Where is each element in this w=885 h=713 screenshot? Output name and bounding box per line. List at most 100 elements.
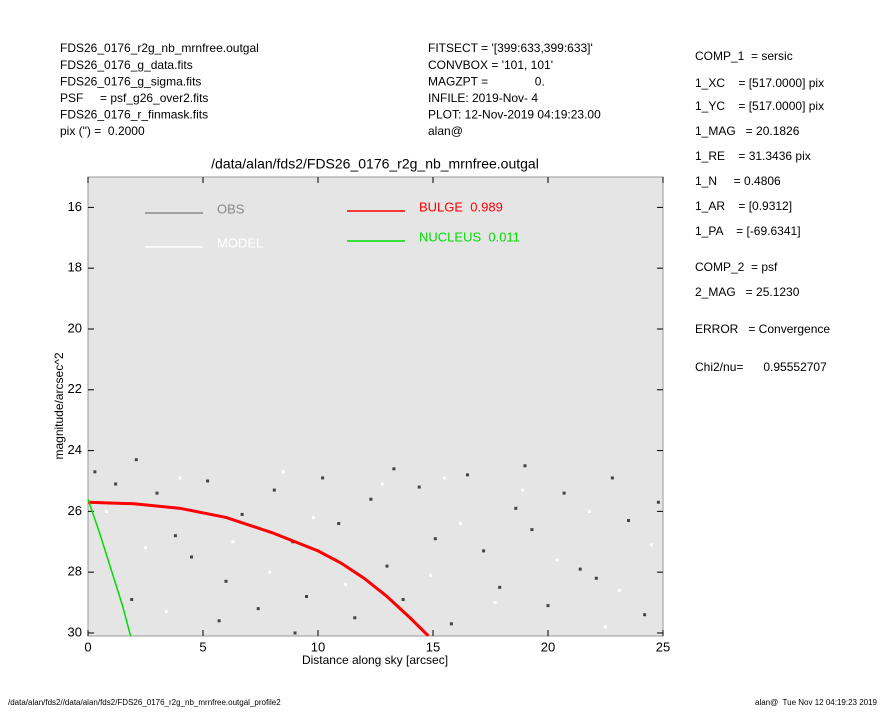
point bbox=[190, 555, 193, 559]
header-line: alan@ bbox=[428, 124, 463, 138]
plot-marks bbox=[88, 458, 660, 636]
point bbox=[272, 488, 276, 492]
point bbox=[401, 598, 405, 602]
chart-title: /data/alan/fds2/FDS26_0176_r2g_nb_mrnfre… bbox=[211, 156, 539, 172]
point bbox=[206, 479, 210, 483]
point bbox=[594, 576, 598, 580]
point bbox=[130, 598, 134, 602]
point bbox=[293, 631, 297, 635]
point bbox=[217, 619, 221, 623]
point bbox=[231, 540, 235, 544]
point bbox=[385, 564, 389, 568]
header-line: MAGZPT = 0. bbox=[428, 74, 545, 88]
point bbox=[353, 616, 357, 620]
x-tick-label: 15 bbox=[426, 639, 440, 654]
point bbox=[114, 482, 118, 486]
y-tick-label: 18 bbox=[68, 260, 82, 275]
plot-area bbox=[87, 176, 664, 637]
fit-result: 1_RE = 31.3436 pix bbox=[695, 149, 811, 163]
curve bbox=[88, 498, 132, 636]
point bbox=[392, 467, 396, 471]
fit-result: 1_MAG = 20.1826 bbox=[695, 124, 800, 138]
fit-result: 1_PA = [-69.6341] bbox=[695, 224, 801, 238]
fit-result: COMP_2 = psf bbox=[695, 260, 778, 274]
x-tick-label: 5 bbox=[199, 639, 206, 654]
header-line: PLOT: 12-Nov-2019 04:19:23.00 bbox=[428, 108, 601, 122]
point bbox=[562, 491, 566, 495]
point bbox=[610, 476, 614, 480]
header-line: FDS26_0176_r2g_nb_mrnfree.outgal bbox=[60, 41, 259, 55]
header-line: FITSECT = '[399:633,399:633]' bbox=[428, 41, 593, 55]
x-axis-label: Distance along sky [arcsec] bbox=[302, 653, 448, 667]
point bbox=[459, 522, 463, 526]
y-axis-label: magnitude/arcsec^2 bbox=[52, 352, 66, 459]
y-tick-label: 24 bbox=[68, 442, 82, 457]
point bbox=[555, 558, 559, 562]
point bbox=[417, 485, 421, 489]
point bbox=[134, 458, 138, 462]
y-tick-label: 20 bbox=[68, 320, 82, 335]
point bbox=[224, 579, 228, 583]
fit-result: COMP_1 = sersic bbox=[695, 49, 793, 63]
point bbox=[344, 582, 348, 586]
point bbox=[240, 512, 244, 516]
point bbox=[144, 546, 147, 550]
y-tick-label: 26 bbox=[68, 503, 82, 518]
point bbox=[268, 570, 272, 574]
point bbox=[155, 491, 159, 495]
point bbox=[466, 473, 469, 477]
header-line: CONVBOX = '101, 101' bbox=[428, 58, 553, 72]
footer-left: /data/alan/fds2//data/alan/fds2/FDS26_01… bbox=[8, 698, 281, 707]
point bbox=[523, 464, 527, 468]
point bbox=[369, 497, 373, 501]
point bbox=[337, 522, 341, 526]
point bbox=[493, 601, 497, 605]
header-line: FDS26_0176_g_sigma.fits bbox=[60, 74, 201, 88]
fit-result: 2_MAG = 25.1230 bbox=[695, 285, 800, 299]
x-tick-label: 10 bbox=[311, 639, 325, 654]
x-tick-label: 0 bbox=[84, 639, 91, 654]
point bbox=[449, 622, 453, 626]
point bbox=[305, 594, 308, 598]
point bbox=[617, 588, 621, 592]
header-line: INFILE: 2019-Nov- 4 bbox=[428, 91, 538, 105]
y-tick-label: 30 bbox=[68, 624, 82, 639]
point bbox=[429, 573, 433, 577]
fit-result: 1_XC = [517.0000] pix bbox=[695, 76, 824, 90]
header-line: FDS26_0176_g_data.fits bbox=[60, 58, 193, 72]
point bbox=[643, 613, 647, 617]
point bbox=[311, 515, 315, 519]
header-line: FDS26_0176_r_finmask.fits bbox=[60, 108, 208, 122]
point bbox=[380, 482, 384, 486]
y-tick-label: 28 bbox=[68, 564, 82, 579]
fit-result: ERROR = Convergence bbox=[695, 322, 830, 336]
point bbox=[93, 470, 97, 474]
x-tick-label: 25 bbox=[656, 639, 670, 654]
header-line: PSF = psf_g26_over2.fits bbox=[60, 91, 208, 105]
point bbox=[578, 567, 582, 571]
point bbox=[433, 537, 437, 541]
legend-label: OBS bbox=[217, 201, 245, 216]
point bbox=[321, 476, 325, 480]
point bbox=[546, 604, 550, 608]
point bbox=[104, 509, 108, 513]
fit-result: 1_AR = [0.9312] bbox=[695, 199, 792, 213]
point bbox=[587, 509, 591, 513]
fit-result: 1_YC = [517.0000] pix bbox=[695, 99, 824, 113]
point bbox=[443, 476, 446, 480]
footer-right: alan@ Tue Nov 12 04:19:23 2019 bbox=[755, 698, 878, 707]
y-tick-label: 22 bbox=[68, 381, 82, 396]
point bbox=[530, 528, 534, 532]
legend-label: BULGE 0.989 bbox=[419, 199, 503, 214]
point bbox=[656, 500, 660, 504]
point bbox=[521, 488, 525, 492]
point bbox=[164, 610, 168, 614]
point bbox=[498, 585, 502, 589]
header-line: pix (") = 0.2000 bbox=[60, 124, 145, 138]
point bbox=[256, 607, 260, 611]
point bbox=[173, 534, 177, 538]
fit-result: Chi2/nu= 0.95552707 bbox=[695, 360, 827, 374]
point bbox=[514, 506, 518, 510]
legend-label: NUCLEUS 0.011 bbox=[419, 229, 520, 244]
curve bbox=[88, 500, 430, 636]
